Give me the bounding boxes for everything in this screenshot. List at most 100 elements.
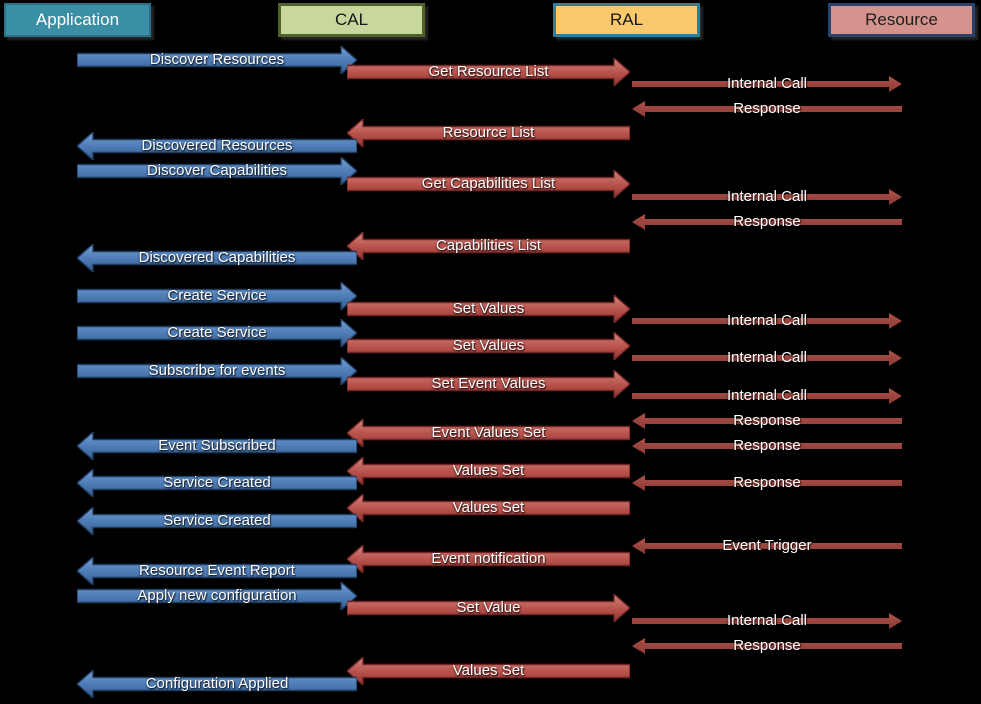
message-label: Values Set	[452, 662, 525, 679]
arrow-left-icon	[632, 475, 902, 491]
message-label: Service Created	[163, 474, 271, 491]
arrow-left-icon	[632, 538, 902, 554]
lifeline-header-application: Application	[4, 3, 151, 37]
lifeline-label-ral: RAL	[609, 10, 644, 29]
message-label: Response	[733, 474, 801, 491]
lifeline-header-resource: Resource	[828, 3, 975, 37]
message-arrow: Service Created	[77, 507, 357, 535]
message-label: Discovered Capabilities	[138, 249, 296, 266]
message-label: Resource List	[442, 124, 535, 141]
message-label: Get Resource List	[428, 63, 549, 80]
message-label: Set Event Values	[431, 375, 546, 392]
lifeline-header-cal: CAL	[278, 3, 425, 37]
message-label: Values Set	[452, 462, 525, 479]
arrow-left-icon	[632, 101, 902, 117]
message-label: Response	[733, 412, 801, 429]
message-arrow: Service Created	[77, 469, 357, 497]
arrow-right-icon	[347, 58, 630, 86]
message-arrow: Response	[632, 638, 902, 654]
message-arrow: Create Service	[77, 282, 357, 310]
message-arrow: Create Service	[77, 319, 357, 347]
arrow-left-icon	[77, 132, 357, 160]
message-label: Event Values Set	[431, 424, 546, 441]
message-arrow: Set Values	[347, 332, 630, 360]
message-arrow: Event Subscribed	[77, 432, 357, 460]
message-arrow: Apply new configuration	[77, 582, 357, 610]
message-arrow: Internal Call	[632, 613, 902, 629]
message-arrow: Internal Call	[632, 313, 902, 329]
message-arrow: Configuration Applied	[77, 670, 357, 698]
message-label: Set Values	[452, 337, 525, 354]
arrow-left-icon	[632, 413, 902, 429]
arrow-left-icon	[77, 670, 357, 698]
arrow-left-icon	[632, 638, 902, 654]
message-arrow: Resource Event Report	[77, 557, 357, 585]
message-arrow: Discover Capabilities	[77, 157, 357, 185]
arrow-right-icon	[347, 370, 630, 398]
message-arrow: Resource List	[347, 119, 630, 147]
message-arrow: Values Set	[347, 457, 630, 485]
message-label: Internal Call	[726, 188, 808, 205]
arrow-left-icon	[77, 469, 357, 497]
message-arrow: Set Event Values	[347, 370, 630, 398]
message-label: Response	[733, 437, 801, 454]
message-arrow: Event notification	[347, 545, 630, 573]
message-label: Internal Call	[726, 612, 808, 629]
arrow-left-icon	[77, 507, 357, 535]
message-arrow: Set Values	[347, 295, 630, 323]
message-label: Internal Call	[726, 349, 808, 366]
message-label: Internal Call	[726, 387, 808, 404]
message-label: Event Trigger	[722, 537, 812, 554]
message-arrow: Get Capabilities List	[347, 170, 630, 198]
arrow-right-icon	[632, 76, 902, 92]
arrow-left-icon	[632, 438, 902, 454]
message-label: Apply new configuration	[137, 587, 297, 604]
message-label: Resource Event Report	[139, 562, 295, 579]
arrow-right-icon	[632, 350, 902, 366]
message-arrow: Subscribe for events	[77, 357, 357, 385]
message-arrow: Capabilities List	[347, 232, 630, 260]
message-label: Values Set	[452, 499, 525, 516]
message-arrow: Response	[632, 475, 902, 491]
arrow-left-icon	[77, 244, 357, 272]
message-label: Set Values	[452, 300, 525, 317]
message-arrow: Discovered Capabilities	[77, 244, 357, 272]
message-label: Discover Resources	[149, 51, 285, 68]
arrow-right-icon	[632, 388, 902, 404]
arrow-left-icon	[77, 432, 357, 460]
message-arrow: Event Values Set	[347, 419, 630, 447]
message-label: Response	[733, 213, 801, 230]
arrow-right-icon	[632, 613, 902, 629]
message-arrow: Internal Call	[632, 350, 902, 366]
message-arrow: Discovered Resources	[77, 132, 357, 160]
arrow-right-icon	[347, 295, 630, 323]
lifeline-label-application: Application	[35, 10, 120, 29]
message-label: Get Capabilities List	[421, 175, 556, 192]
message-label: Capabilities List	[435, 237, 542, 254]
message-arrow: Response	[632, 413, 902, 429]
message-label: Response	[733, 100, 801, 117]
message-arrow: Response	[632, 438, 902, 454]
lifeline-label-cal: CAL	[334, 10, 369, 29]
message-label: Create Service	[167, 287, 267, 304]
message-label: Configuration Applied	[145, 675, 289, 692]
arrow-left-icon	[632, 214, 902, 230]
message-label: Discovered Resources	[141, 137, 293, 154]
message-label: Event Subscribed	[158, 437, 276, 454]
message-arrow: Internal Call	[632, 76, 902, 92]
message-arrow: Internal Call	[632, 388, 902, 404]
message-arrow: Values Set	[347, 494, 630, 522]
message-label: Create Service	[167, 324, 267, 341]
arrow-left-icon	[77, 557, 357, 585]
lifeline-header-ral: RAL	[553, 3, 700, 37]
message-label: Event notification	[431, 550, 546, 567]
arrow-right-icon	[347, 170, 630, 198]
message-arrow: Get Resource List	[347, 58, 630, 86]
arrow-right-icon	[347, 332, 630, 360]
message-arrow: Response	[632, 214, 902, 230]
message-arrow: Response	[632, 101, 902, 117]
arrow-right-icon	[632, 189, 902, 205]
lifeline-label-resource: Resource	[865, 10, 938, 29]
message-arrow: Set Value	[347, 594, 630, 622]
